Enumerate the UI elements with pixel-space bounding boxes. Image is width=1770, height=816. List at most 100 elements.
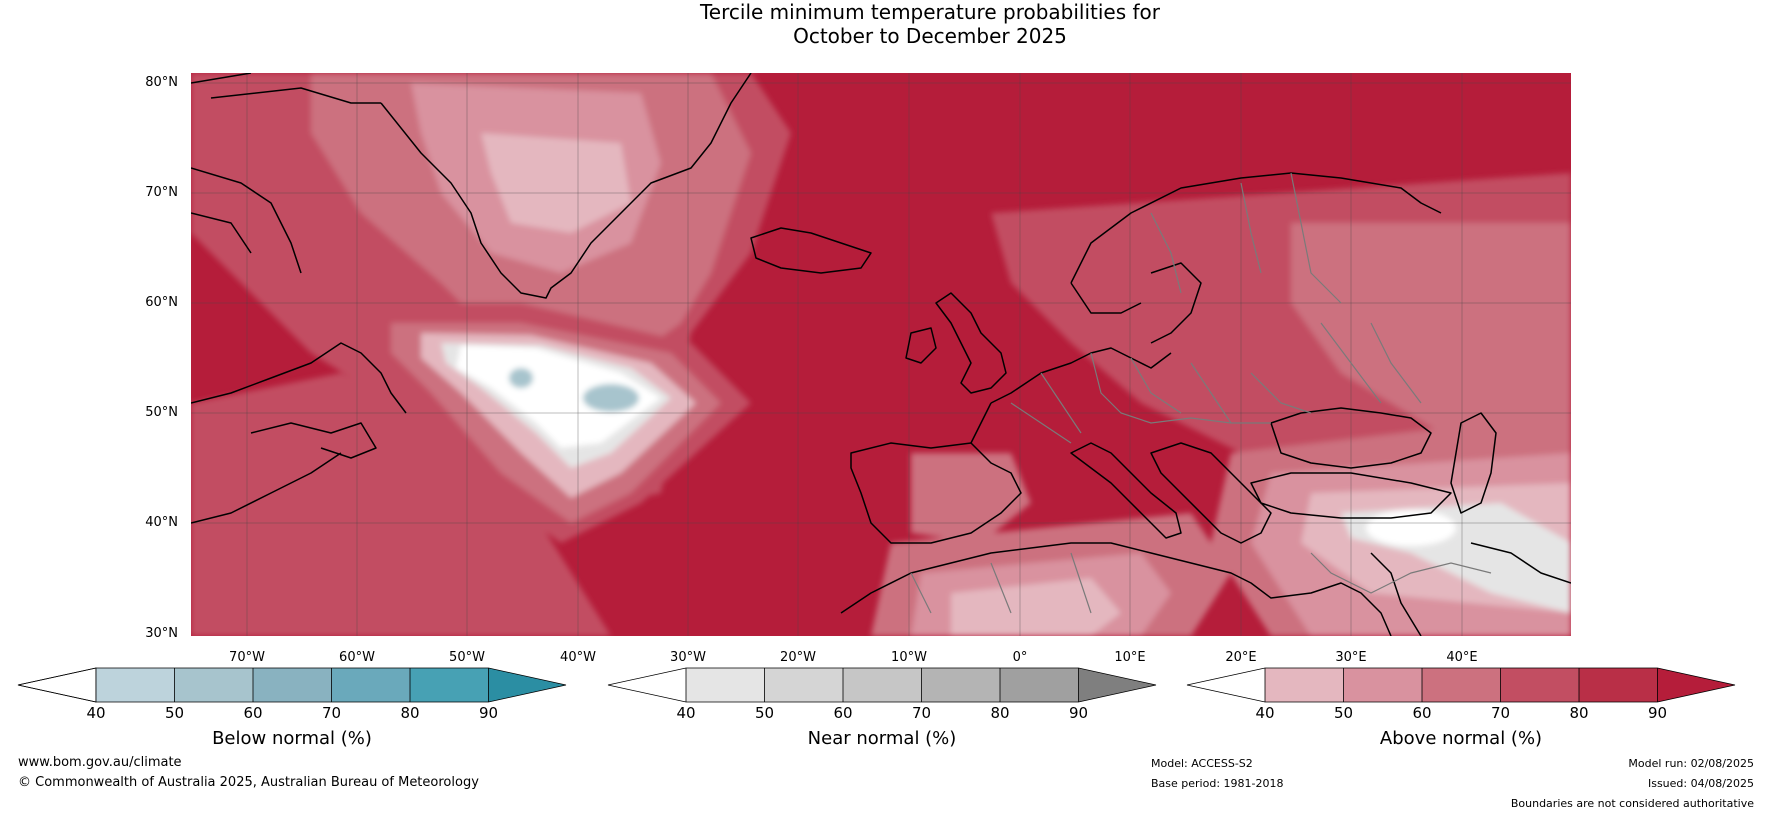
legend-near-tick-50: 50 [754, 704, 775, 722]
coast-middle-east [1370, 542, 1571, 636]
colorbar-below-normal-band-5 [410, 668, 489, 702]
lat-label-30n: 30°N [145, 626, 178, 641]
graticule [191, 73, 1571, 636]
coast-iberia [850, 442, 1022, 544]
legend-below-tick-70: 70 [321, 704, 342, 722]
legend-above-tick-40: 40 [1255, 704, 1275, 722]
coast-caspian [1450, 412, 1497, 514]
colorbar-below-normal-band-3 [253, 668, 332, 702]
colorbar-near-normal-band-2 [764, 668, 843, 702]
contour-africa-near [951, 578, 1121, 636]
coast-iceland [750, 227, 872, 274]
lat-label-80n: 80°N [145, 75, 178, 90]
coast-balkans [1150, 442, 1272, 544]
colorbar-near-normal-band-4 [921, 668, 1000, 702]
lon-label-10e: 10°E [1114, 650, 1146, 665]
footer-base-period: Base period: 1981-2018 [1151, 777, 1284, 790]
contour-atlantic-white [456, 345, 661, 448]
coast-greenland-north [191, 73, 381, 104]
lon-label-60w: 60°W [339, 650, 375, 665]
footer-model: Model: ACCESS-S2 [1151, 757, 1253, 770]
lon-label-10w: 10°W [891, 650, 927, 665]
colorbar-above-normal-band-4 [1500, 668, 1579, 702]
chart-title: Tercile minimum temperature probabilitie… [0, 0, 1770, 48]
legend-above-normal: 40 50 60 70 80 90 Above normal (%) [1186, 667, 1737, 749]
colorbar-near-normal-band-3 [843, 668, 922, 702]
footer-website: www.bom.gov.au/climate [18, 755, 182, 770]
contour-tongue [191, 373, 611, 636]
legend-near-tick-60: 60 [833, 704, 853, 722]
legend-below-tick-80: 80 [400, 704, 420, 722]
legend-above-title: Above normal (%) [1379, 728, 1543, 749]
lon-label-50w: 50°W [449, 650, 485, 665]
colorbar-near-normal-band-5 [1000, 668, 1079, 702]
coast-black-sea [1270, 407, 1432, 469]
contour-greenland-90 [481, 133, 631, 233]
lat-label-50n: 50°N [145, 405, 178, 420]
lon-label-40e: 40°E [1446, 650, 1478, 665]
footer-disclaimer: Boundaries are not considered authoritat… [1510, 797, 1754, 810]
coast-canada-arctic [191, 167, 302, 274]
legend-near-title: Near normal (%) [807, 728, 957, 749]
colorbar-below-normal-band-2 [174, 668, 253, 702]
legend-near-tick-70: 70 [911, 704, 932, 722]
legend-near-tick-90: 90 [1068, 704, 1089, 722]
coast-uk [905, 292, 1007, 394]
lat-label-60n: 60°N [145, 295, 178, 310]
coast-turkey [1250, 472, 1452, 519]
colorbar-below-normal-low-arrow [17, 667, 97, 703]
contour-below-normal-2 [509, 368, 533, 388]
legend-above-tick-70: 70 [1490, 704, 1511, 722]
contour-turkey-white [1366, 510, 1456, 546]
probability-map [191, 73, 1571, 636]
country-borders [910, 172, 1492, 614]
colorbar-below-normal [17, 667, 567, 703]
colorbar-near-normal [607, 667, 1157, 703]
colorbar-near-normal-low-arrow [608, 668, 686, 702]
colorbar-above-normal-band-3 [1422, 668, 1501, 702]
coast-labrador [191, 342, 407, 524]
title-line-1: Tercile minimum temperature probabilitie… [699, 0, 1161, 24]
legend-near-tick-80: 80 [990, 704, 1010, 722]
map-canvas [191, 73, 1571, 636]
legend-above-tick-90: 90 [1647, 704, 1668, 722]
legend-below-title: Below normal (%) [212, 728, 372, 749]
colorbar-above-normal-band-5 [1579, 668, 1658, 702]
lon-label-30w: 30°W [670, 650, 706, 665]
contour-below-normal-1 [583, 384, 639, 412]
lat-label-70n: 70°N [145, 185, 178, 200]
colorbar-below-normal-band-4 [331, 668, 410, 702]
coast-italy [1070, 442, 1182, 539]
legend-above-tick-80: 80 [1569, 704, 1589, 722]
lon-label-20w: 20°W [780, 650, 816, 665]
colorbar-near-normal-high-arrow [1078, 668, 1156, 702]
lon-label-40w: 40°W [560, 650, 596, 665]
coastlines [191, 73, 1571, 636]
contour-iberia [911, 453, 1031, 543]
legend-near-normal: 40 50 60 70 80 90 Near normal (%) [607, 667, 1158, 749]
lon-label-20e: 20°E [1225, 650, 1257, 665]
colorbar-near-normal-band-1 [686, 668, 765, 702]
lat-label-40n: 40°N [145, 515, 178, 530]
colorbar-above-normal [1186, 667, 1736, 703]
legend-near-tick-40: 40 [676, 704, 696, 722]
lon-label-70w: 70°W [229, 650, 265, 665]
lon-label-30e: 30°E [1335, 650, 1367, 665]
colorbar-below-normal-high-arrow [488, 668, 566, 702]
footer-copyright: © Commonwealth of Australia 2025, Austra… [18, 775, 479, 790]
contour-russia-80 [1291, 223, 1571, 453]
legend-below-tick-50: 50 [164, 704, 185, 722]
legend-below-tick-90: 90 [478, 704, 499, 722]
legend-below-tick-60: 60 [243, 704, 263, 722]
colorbar-above-normal-low-arrow [1187, 668, 1265, 702]
title-line-2: October to December 2025 [793, 24, 1067, 48]
colorbar-above-normal-band-1 [1265, 668, 1344, 702]
legend-above-tick-50: 50 [1333, 704, 1354, 722]
probability-contours [191, 73, 1571, 636]
colorbar-above-normal-high-arrow [1657, 668, 1735, 702]
footer-model-run: Model run: 02/08/2025 [1628, 757, 1754, 770]
coast-greenland [380, 73, 752, 299]
colorbar-below-normal-band-1 [96, 668, 175, 702]
colorbar-above-normal-band-2 [1343, 668, 1422, 702]
legend-above-tick-60: 60 [1412, 704, 1432, 722]
